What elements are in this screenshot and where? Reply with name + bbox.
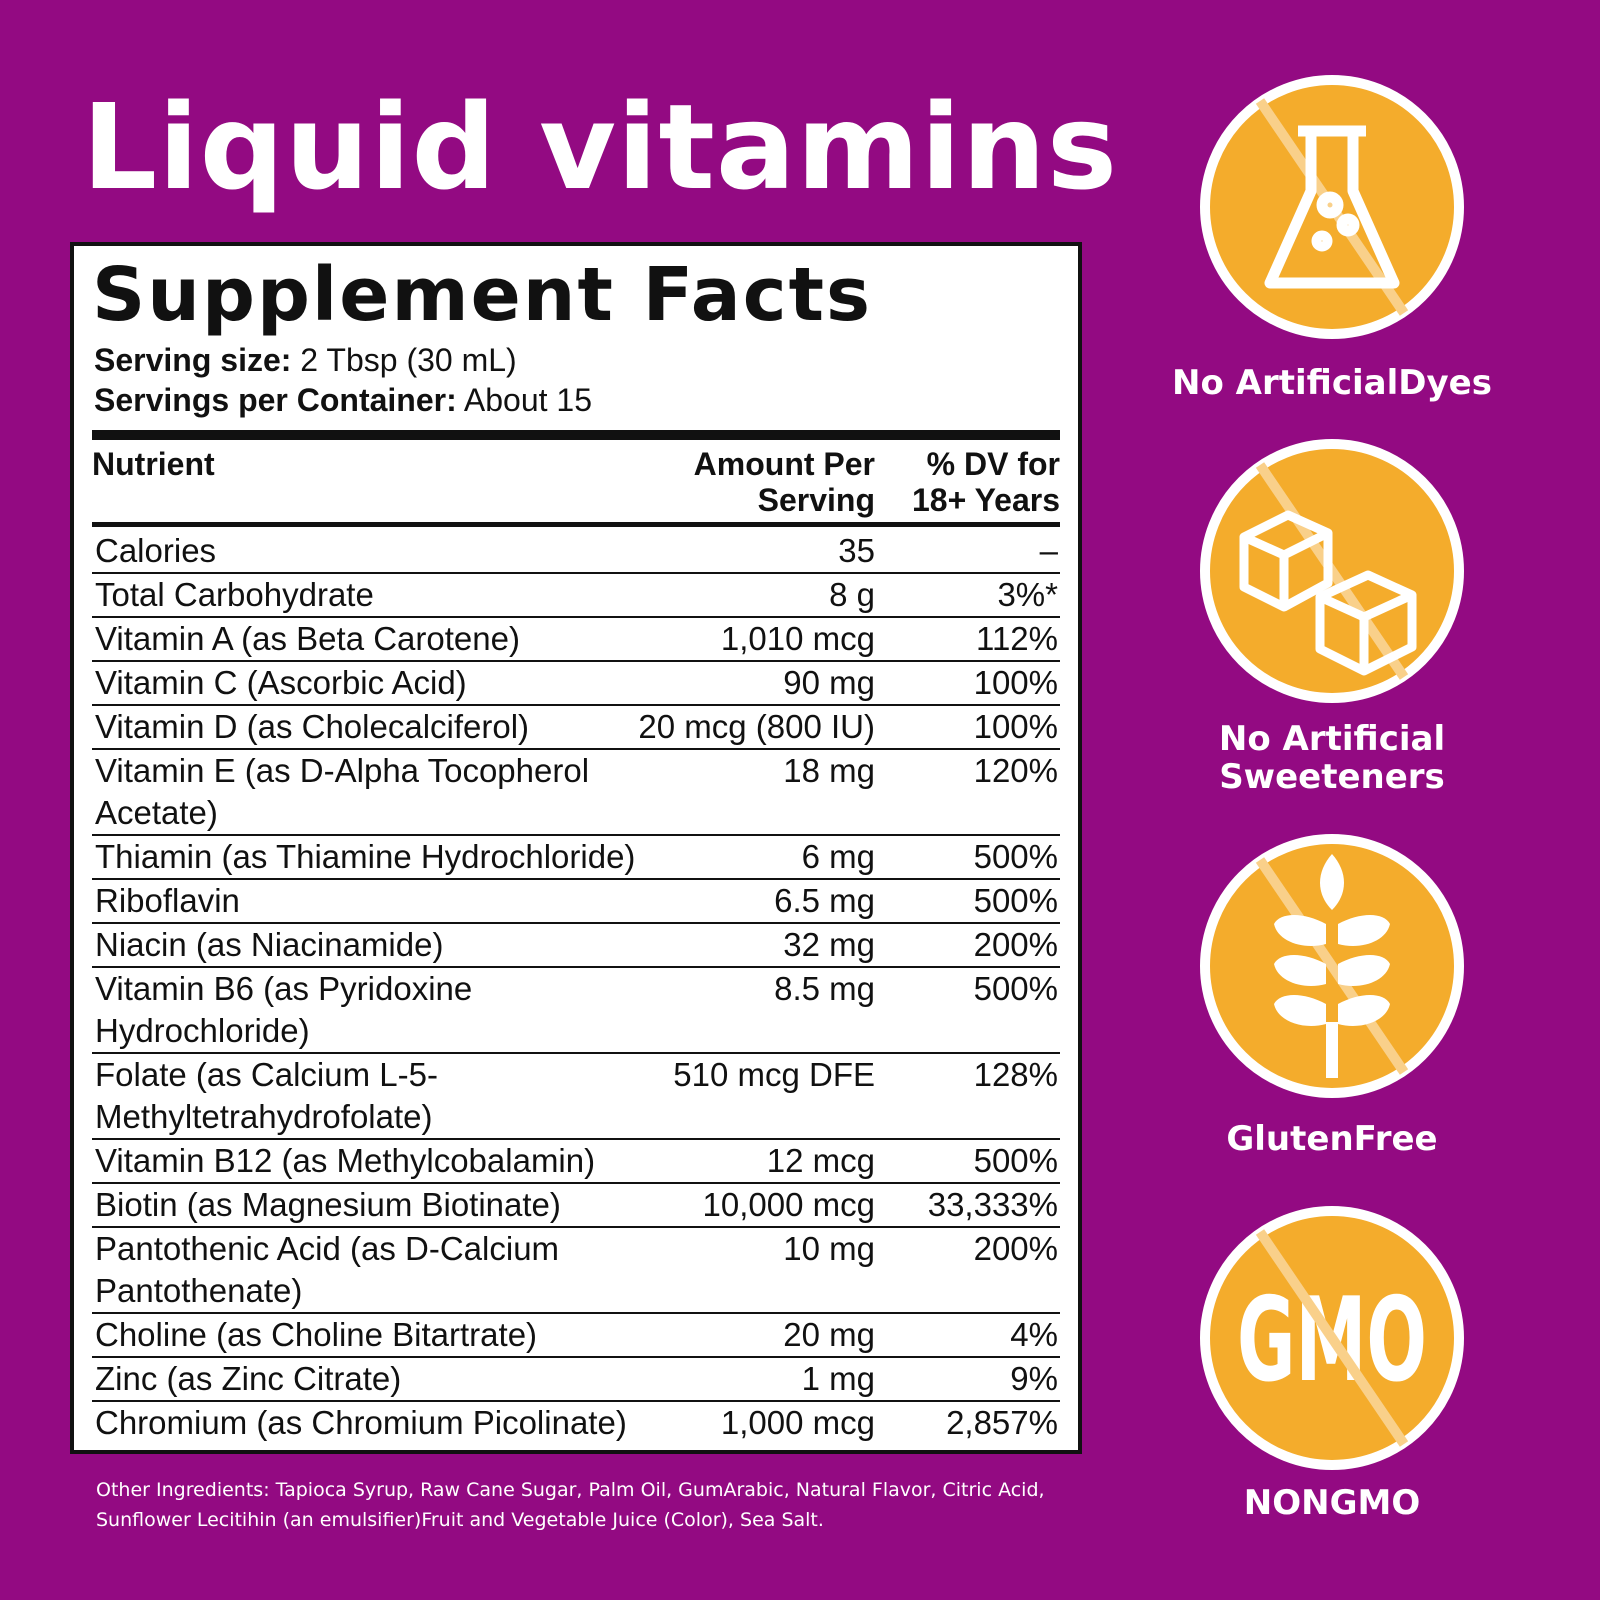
amount: 10,000 mcg: [702, 1186, 875, 1223]
table-row: Niacin (as Niacinamide) 32 mg 200%: [92, 924, 1060, 968]
nutrient: Vitamin A (as Beta Carotene): [95, 620, 520, 657]
amount: 8 g: [829, 576, 875, 613]
amount: 6.5 mg: [774, 882, 875, 919]
daily-value: –: [1039, 532, 1058, 569]
nutrient: Niacin (as Niacinamide): [95, 926, 444, 963]
daily-value: 2,857%: [946, 1404, 1058, 1441]
nutrient: Vitamin D (as Cholecalciferol): [95, 708, 530, 745]
table-row: Pantothenic Acid (as D-Calcium Pantothen…: [92, 1228, 1060, 1314]
badge-label: No ArtificialDyes: [1172, 363, 1492, 403]
nutrient: Vitamin E (as D-Alpha Tocopherol Acetate…: [95, 752, 590, 831]
servings-label: Servings per Container:: [94, 382, 457, 418]
table-row: Folate (as Calcium L-5-Methyltetrahydrof…: [92, 1054, 1060, 1140]
table-row: Vitamin B12 (as Methylcobalamin) 12 mcg 50…: [92, 1140, 1060, 1184]
daily-value: 200%: [973, 926, 1058, 963]
daily-value: 500%: [973, 882, 1058, 919]
amount: 12 mcg: [766, 1142, 875, 1179]
nutrient: Riboflavin: [95, 882, 240, 919]
serving-size-value: 2 Tbsp (30 mL): [300, 342, 517, 378]
daily-value: 9%: [1010, 1360, 1058, 1397]
facts-panel: Supplement Facts Serving size: 2 Tbsp (3…: [70, 242, 1082, 1454]
table-row: Total Carbohydrate 8 g 3%*: [92, 574, 1060, 618]
column-header: Amount Per Serving: [693, 446, 875, 518]
table-row: Biotin (as Magnesium Biotinate) 10,000 mc…: [92, 1184, 1060, 1228]
table-row: Vitamin B6 (as Pyridoxine Hydrochloride)…: [92, 968, 1060, 1054]
daily-value: 100%: [973, 664, 1058, 701]
amount: 1,000 mcg: [720, 1404, 875, 1441]
amount: 18 mg: [783, 752, 875, 789]
servings-value: About 15: [463, 382, 592, 418]
amount: 20 mcg (800 IU): [638, 708, 875, 745]
daily-value: 3%*: [997, 576, 1058, 613]
serving-size: Serving size: 2 Tbsp (30 mL): [94, 342, 517, 379]
table-body: Calories 35 – Total Carbohydrate 8 g 3%* Vitam…: [92, 530, 1060, 1444]
daily-value: 100%: [973, 708, 1058, 745]
nutrient: Vitamin B6 (as Pyridoxine Hydrochloride): [95, 970, 473, 1049]
daily-value: 112%: [976, 620, 1058, 657]
badge-icon: [1200, 834, 1464, 1098]
page-title: Liquid vitamins: [82, 78, 1119, 216]
nutrient: Biotin (as Magnesium Biotinate): [95, 1186, 561, 1223]
table-row: Vitamin D (as Cholecalciferol) 20 mcg (80…: [92, 706, 1060, 750]
table-row: Calories 35 –: [92, 530, 1060, 574]
daily-value: 120%: [973, 752, 1058, 789]
badge-label: GlutenFree: [1226, 1119, 1438, 1159]
nutrient: Vitamin B12 (as Methylcobalamin): [95, 1142, 596, 1179]
other-ingredients: Other Ingredients: Tapioca Syrup, Raw Ca…: [96, 1479, 1045, 1531]
badge-icon: [1200, 75, 1464, 339]
daily-value: 4%: [1010, 1316, 1058, 1353]
amount: 20 mg: [783, 1316, 875, 1353]
nutrient: Total Carbohydrate: [95, 576, 374, 613]
table-row: Vitamin C (Ascorbic Acid) 90 mg 100%: [92, 662, 1060, 706]
amount: 32 mg: [783, 926, 875, 963]
nutrient: Pantothenic Acid (as D-Calcium Pantothen…: [95, 1230, 560, 1309]
table-header: Nutrient Amount Per Serving % DV for 18+…: [92, 446, 1060, 527]
badge-icon: [1200, 439, 1464, 703]
divider: [92, 430, 1060, 440]
amount: 35: [838, 532, 875, 569]
column-header: % DV for 18+ Years: [911, 446, 1060, 518]
amount: 10 mg: [783, 1230, 875, 1267]
serving-size-label: Serving size:: [94, 342, 292, 378]
amount: 6 mg: [801, 838, 875, 875]
servings: Servings per Container: About 15: [94, 382, 592, 419]
nutrient: Zinc (as Zinc Citrate): [95, 1360, 402, 1397]
daily-value: 33,333%: [927, 1186, 1058, 1223]
badge-icon: GMO: [1200, 1206, 1464, 1470]
amount: 1,010 mcg: [720, 620, 875, 657]
amount: 90 mg: [783, 664, 875, 701]
daily-value: 128%: [973, 1056, 1058, 1093]
table-row: Choline (as Choline Bitartrate) 20 mg 4%: [92, 1314, 1060, 1358]
badge-label: No Artificial Sweeteners: [1218, 719, 1446, 797]
table-row: Riboflavin 6.5 mg 500%: [92, 880, 1060, 924]
table-row: Vitamin E (as D-Alpha Tocopherol Acetate…: [92, 750, 1060, 836]
daily-value: 500%: [973, 970, 1058, 1007]
amount: 8.5 mg: [774, 970, 875, 1007]
column-header: Nutrient: [92, 446, 215, 482]
nutrient: Calories: [95, 532, 217, 569]
nutrient: Chromium (as Chromium Picolinate): [95, 1404, 627, 1441]
table-row: Chromium (as Chromium Picolinate) 1,000 m…: [92, 1402, 1060, 1444]
table-row: Vitamin A (as Beta Carotene) 1,010 mcg 112…: [92, 618, 1060, 662]
amount: 510 mcg DFE: [673, 1056, 875, 1093]
nutrient: Choline (as Choline Bitartrate): [95, 1316, 538, 1353]
nutrient: Vitamin C (Ascorbic Acid): [95, 664, 467, 701]
table-row: Thiamin (as Thiamine Hydrochloride) 6 mg 5…: [92, 836, 1060, 880]
nutrient: Folate (as Calcium L-5-Methyltetrahydrof…: [95, 1056, 438, 1135]
nutrient: Thiamin (as Thiamine Hydrochloride): [95, 838, 636, 875]
facts-title: Supplement Facts: [92, 252, 873, 338]
daily-value: 500%: [973, 838, 1058, 875]
badge-label: NONGMO: [1243, 1483, 1421, 1523]
daily-value: 200%: [973, 1230, 1058, 1267]
amount: 1 mg: [801, 1360, 875, 1397]
daily-value: 500%: [973, 1142, 1058, 1179]
table-row: Zinc (as Zinc Citrate) 1 mg 9%: [92, 1358, 1060, 1402]
